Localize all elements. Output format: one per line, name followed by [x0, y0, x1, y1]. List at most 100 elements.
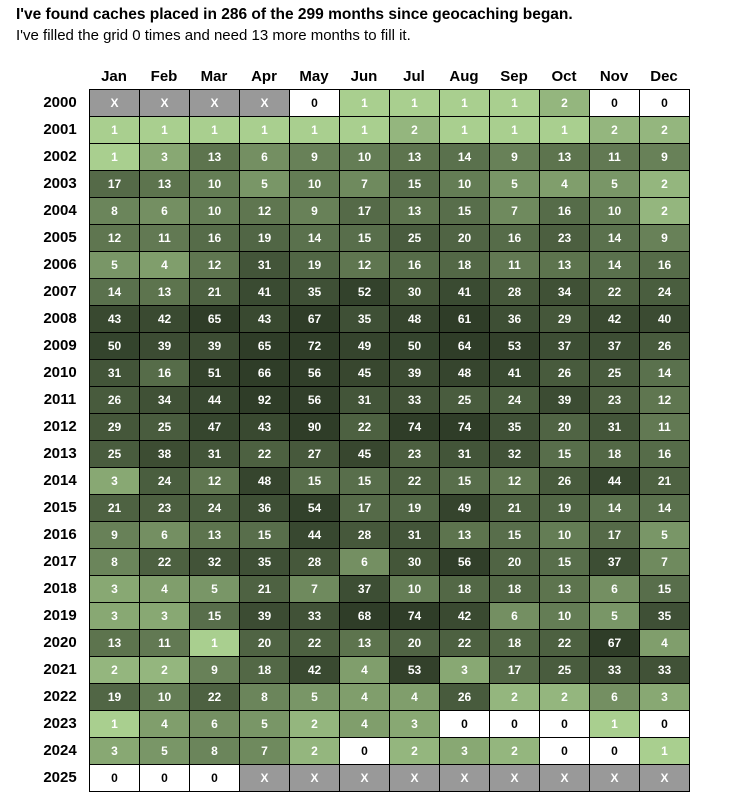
year-label: 2007 [43, 283, 77, 300]
heatmap-cell: 30 [389, 548, 440, 576]
heatmap-cell: 23 [589, 386, 640, 414]
heatmap-cell: 22 [289, 629, 340, 657]
heatmap-cell: 10 [339, 143, 390, 171]
heatmap-cell: 61 [439, 305, 490, 333]
heatmap-cell: 11 [139, 629, 190, 657]
heatmap-cell: 18 [239, 656, 290, 684]
heatmap-cell: 4 [139, 710, 190, 738]
heatmap-cell: 92 [239, 386, 290, 414]
heatmap-cell: 4 [339, 710, 390, 738]
heatmap-cell: 13 [539, 575, 590, 603]
heatmap-cell: 31 [189, 440, 240, 468]
heatmap-cell: 1 [339, 116, 390, 144]
heatmap-cell: 74 [439, 413, 490, 441]
heatmap-cell: 11 [639, 413, 690, 441]
heatmap-cell: 26 [639, 332, 690, 360]
heatmap-cell: 6 [139, 521, 190, 549]
year-label: 2025 [43, 769, 77, 786]
year-label: 2023 [43, 715, 77, 732]
heatmap-cell: 35 [289, 278, 340, 306]
heatmap-cell: 6 [589, 575, 640, 603]
heatmap-cell: 2 [139, 656, 190, 684]
heatmap-cell: 2 [539, 683, 590, 711]
heatmap-cell: 3 [439, 737, 490, 765]
heatmap-cell: 35 [239, 548, 290, 576]
heatmap-cell: 2 [389, 116, 440, 144]
heatmap-cell: 20 [389, 629, 440, 657]
year-label: 2018 [43, 580, 77, 597]
heatmap-cell: X [339, 764, 390, 792]
heatmap-cell: 7 [339, 170, 390, 198]
heatmap-cell: 36 [489, 305, 540, 333]
heatmap-cell: 41 [489, 359, 540, 387]
heatmap-cell: 25 [389, 224, 440, 252]
heatmap-cell: 2 [389, 737, 440, 765]
heatmap-cell: 13 [189, 143, 240, 171]
heatmap-cell: 12 [239, 197, 290, 225]
heatmap-cell: 15 [339, 224, 390, 252]
heatmap-cell: 49 [439, 494, 490, 522]
heatmap-cell: 7 [289, 575, 340, 603]
heatmap-cell: 26 [539, 467, 590, 495]
heatmap-cell: 36 [239, 494, 290, 522]
heatmap-cell: 53 [489, 332, 540, 360]
heatmap-cell: 8 [239, 683, 290, 711]
heatmap-cell: 13 [539, 251, 590, 279]
month-label: May [299, 68, 329, 85]
heatmap-cell: 22 [439, 629, 490, 657]
heatmap-cell: 41 [439, 278, 490, 306]
heatmap-cell: 25 [589, 359, 640, 387]
year-label: 2006 [43, 256, 77, 273]
heatmap-cell: 4 [389, 683, 440, 711]
heatmap-cell: X [589, 764, 640, 792]
heatmap-cell: 53 [389, 656, 440, 684]
heatmap-cell: 48 [439, 359, 490, 387]
year-label: 2008 [43, 310, 77, 327]
heatmap-cell: 0 [489, 710, 540, 738]
heatmap-cell: 28 [489, 278, 540, 306]
heatmap-cell: 18 [439, 251, 490, 279]
heatmap-cell: 2 [589, 116, 640, 144]
heatmap-cell: 16 [639, 440, 690, 468]
heatmap-cell: 15 [389, 170, 440, 198]
heatmap-cell: 56 [439, 548, 490, 576]
heatmap-cell: 48 [389, 305, 440, 333]
heatmap-cell: 11 [589, 143, 640, 171]
heatmap-cell: 67 [289, 305, 340, 333]
year-label: 2015 [43, 499, 77, 516]
heatmap-cell: 39 [239, 602, 290, 630]
heatmap-cell: 13 [339, 629, 390, 657]
heatmap-cell: 15 [439, 467, 490, 495]
heatmap-cell: 34 [139, 386, 190, 414]
heatmap-cell: 21 [639, 467, 690, 495]
heatmap-cell: 12 [189, 467, 240, 495]
heatmap-cell: 74 [389, 602, 440, 630]
heatmap-cell: 22 [139, 548, 190, 576]
heatmap-cell: 12 [339, 251, 390, 279]
heatmap-cell: 6 [489, 602, 540, 630]
heatmap-cell: 1 [139, 116, 190, 144]
heatmap-cell: 0 [539, 737, 590, 765]
heatmap-cell: 1 [289, 116, 340, 144]
heatmap-cell: 17 [339, 197, 390, 225]
year-label: 2009 [43, 337, 77, 354]
heatmap-cell: 42 [439, 602, 490, 630]
heatmap-cell: 13 [89, 629, 140, 657]
heatmap-cell: 15 [189, 602, 240, 630]
heatmap-cell: 25 [539, 656, 590, 684]
heatmap-cell: 12 [489, 467, 540, 495]
heatmap-cell: 32 [489, 440, 540, 468]
heatmap-cell: 0 [339, 737, 390, 765]
heatmap-cell: 39 [139, 332, 190, 360]
heatmap-cell: 44 [289, 521, 340, 549]
year-label: 2021 [43, 661, 77, 678]
heatmap-cell: 3 [139, 143, 190, 171]
heatmap-cell: 35 [639, 602, 690, 630]
heatmap-cell: 43 [239, 413, 290, 441]
heatmap-cell: 14 [89, 278, 140, 306]
heatmap-cell: 8 [189, 737, 240, 765]
chart-title: I've found caches placed in 286 of the 2… [16, 6, 573, 23]
heatmap-cell: 10 [189, 170, 240, 198]
heatmap-cell: 40 [639, 305, 690, 333]
heatmap-cell: 28 [289, 548, 340, 576]
